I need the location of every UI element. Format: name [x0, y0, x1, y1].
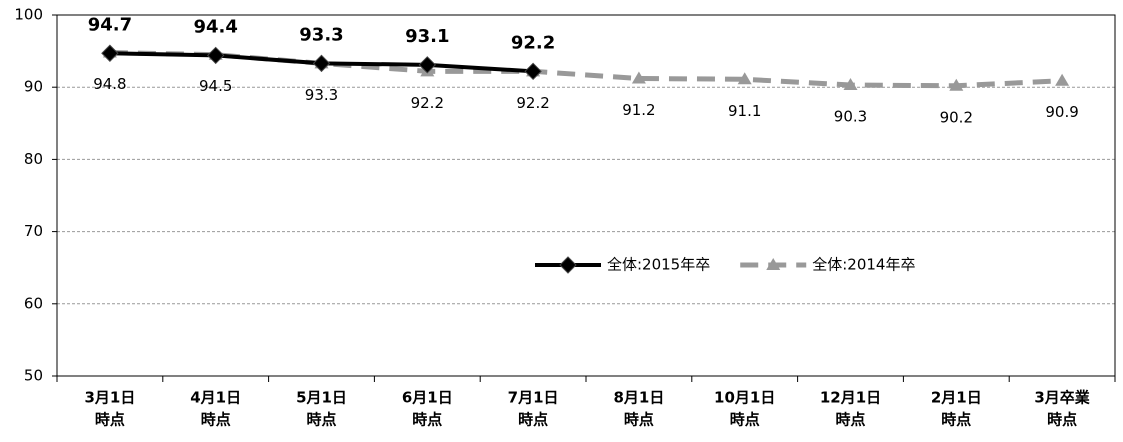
- plot-frame: [56, 14, 1116, 377]
- data-label: 90.3: [834, 108, 867, 126]
- point: [312, 54, 331, 73]
- x-tick-label: 8月1日: [613, 389, 664, 407]
- legend-label: 全体:2015年卒: [607, 256, 710, 274]
- point: [1055, 73, 1070, 86]
- point: [949, 78, 964, 91]
- x-tick-label: 時点: [412, 411, 442, 429]
- data-label: 92.2: [516, 94, 549, 112]
- data-label: 91.2: [622, 101, 655, 119]
- x-tick-label: 時点: [730, 411, 760, 429]
- point: [843, 78, 858, 91]
- point: [631, 71, 646, 84]
- legend-marker: [559, 256, 577, 274]
- x-tick-label: 5月1日: [296, 389, 347, 407]
- data-label: 92.2: [411, 94, 444, 112]
- x-tick-label: 10月1日: [714, 389, 775, 407]
- data-label: 94.5: [199, 77, 232, 95]
- x-tick-label: 2月1日: [931, 389, 982, 407]
- data-label: 94.4: [193, 16, 237, 37]
- data-label: 91.1: [728, 102, 761, 120]
- y-tick-label: 70: [24, 222, 43, 240]
- point: [737, 72, 752, 85]
- y-tick-label: 50: [24, 367, 43, 385]
- point: [418, 56, 437, 74]
- x-tick-label: 時点: [95, 411, 125, 429]
- data-label: 92.2: [511, 32, 555, 53]
- x-tick-label: 4月1日: [190, 389, 241, 407]
- x-tick-label: 時点: [1047, 411, 1077, 429]
- x-tick-label: 時点: [941, 411, 971, 429]
- x-tick-label: 時点: [201, 411, 231, 429]
- data-label: 93.3: [305, 86, 338, 104]
- series-line: [109, 50, 1063, 89]
- data-label: 90.9: [1045, 103, 1078, 121]
- y-tick-label: 60: [24, 294, 43, 312]
- legend-label: 全体:2014年卒: [812, 256, 915, 274]
- y-tick-label: 80: [24, 150, 43, 168]
- data-label: 94.7: [88, 14, 132, 35]
- data-label: 94.8: [93, 75, 126, 93]
- y-tick-label: 100: [14, 6, 43, 24]
- data-label: 90.2: [940, 108, 973, 126]
- y-tick-label: 90: [24, 78, 43, 96]
- point: [206, 46, 225, 65]
- x-tick-label: 7月1日: [508, 389, 559, 407]
- x-tick-label: 時点: [518, 411, 548, 429]
- data-label: 93.1: [405, 26, 449, 47]
- point: [101, 44, 119, 62]
- x-tick-label: 6月1日: [402, 389, 453, 407]
- legend-marker: [766, 258, 781, 270]
- x-tick-label: 時点: [835, 411, 865, 429]
- x-tick-label: 3月卒業: [1034, 389, 1090, 407]
- data-label: 93.3: [299, 24, 343, 45]
- x-tick-label: 時点: [624, 411, 654, 429]
- x-tick-label: 12月1日: [820, 389, 881, 407]
- x-tick-label: 3月1日: [84, 389, 135, 407]
- x-tick-label: 時点: [306, 411, 336, 429]
- point: [524, 62, 542, 81]
